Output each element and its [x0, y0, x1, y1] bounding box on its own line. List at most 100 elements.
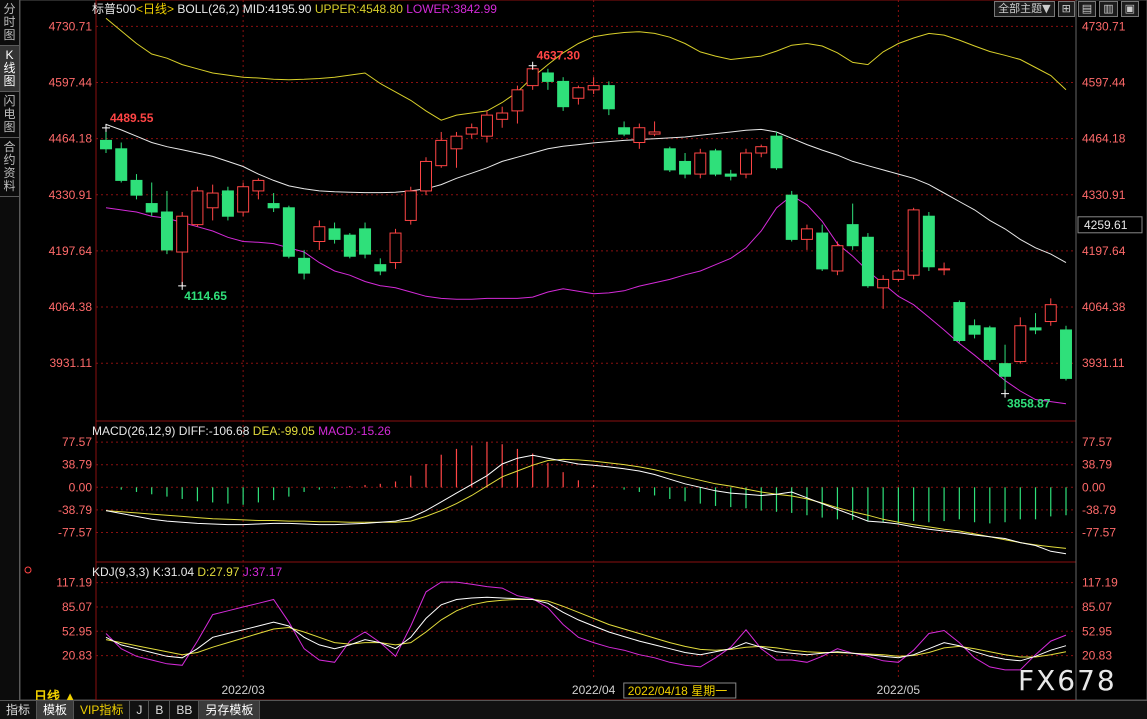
candle	[907, 207, 920, 280]
macd-tick-right: 38.79	[1082, 458, 1112, 472]
j-line	[105, 581, 1067, 671]
tab-save-template[interactable]: 另存模板	[199, 701, 261, 719]
candle	[343, 233, 356, 259]
candle	[785, 190, 798, 242]
tab-templates[interactable]: 模板	[37, 701, 75, 719]
kdj-settings-icon	[24, 566, 32, 574]
candle	[953, 300, 966, 343]
macd-tick-left: -38.79	[58, 503, 92, 517]
tab-contract-info[interactable]: 合约资料	[0, 138, 19, 197]
candle-body	[922, 215, 935, 268]
tab-kline[interactable]: K线图	[0, 46, 19, 92]
candle	[740, 148, 752, 179]
grid-icon[interactable]: ⊞	[1057, 1, 1075, 17]
tab-vip-indicators[interactable]: VIP指标	[74, 701, 131, 719]
candle-body	[160, 211, 173, 251]
kdj-tick-left: 20.83	[62, 649, 92, 663]
tab-indicators[interactable]: 指标	[0, 701, 38, 719]
layout-icon[interactable]: ▤	[1077, 1, 1097, 17]
candle-body	[1014, 325, 1027, 363]
candle	[846, 203, 859, 250]
candle-body	[877, 278, 890, 289]
kdj-tick-right: 52.95	[1082, 624, 1112, 638]
cursor-date-box	[623, 682, 737, 699]
candle-body	[206, 192, 219, 209]
candle	[648, 121, 661, 137]
candle	[206, 184, 219, 221]
kdj-tick-left: 85.07	[62, 600, 92, 614]
price-tick-right: 4064.38	[1082, 300, 1126, 314]
candle	[191, 186, 204, 227]
candle	[816, 224, 829, 271]
candle-body	[770, 135, 783, 169]
candle-body	[587, 85, 600, 91]
candle	[237, 182, 250, 217]
high-price-label: 4637.30	[537, 49, 581, 63]
kdj-tick-left: 52.95	[62, 624, 92, 638]
high-marker	[102, 123, 110, 132]
candle-body	[983, 327, 996, 360]
candle-body	[450, 135, 463, 150]
candle-body	[999, 363, 1012, 377]
price-tick-left: 4330.91	[49, 188, 93, 202]
candle	[587, 77, 600, 95]
candle	[511, 85, 524, 124]
tab-j[interactable]: J	[130, 701, 150, 719]
candle-body	[404, 190, 417, 221]
candle-body	[298, 257, 311, 274]
candle-body	[496, 112, 509, 120]
kdj-panel-header: KDJ(9,3,3) K:31.04 D:27.97 J:37.17	[92, 565, 282, 579]
candle	[160, 190, 173, 255]
kdj-tick-right: 117.19	[1082, 576, 1118, 590]
candle	[1044, 298, 1057, 326]
candle-body	[526, 68, 539, 87]
low-marker	[1001, 389, 1010, 398]
candle-body	[465, 127, 478, 135]
tab-flash[interactable]: 闪电图	[0, 92, 19, 138]
candle	[709, 148, 722, 177]
candle	[115, 142, 128, 183]
window-icon[interactable]: ▣	[1120, 1, 1139, 17]
candle-body	[831, 245, 844, 272]
candle-body	[1029, 327, 1042, 331]
candle-body	[221, 190, 234, 217]
boll-upper-line	[105, 17, 1067, 121]
candle	[267, 193, 280, 212]
high-marker	[528, 61, 537, 70]
theme-select-button[interactable]: 全部主题▼	[994, 1, 1055, 17]
current-price-label: 4259.61	[1084, 218, 1128, 232]
price-tick-right: 4330.91	[1082, 188, 1126, 202]
tab-intraday[interactable]: 分时图	[0, 0, 19, 46]
candle-body	[602, 85, 615, 110]
candle	[892, 268, 905, 282]
kdj-tick-left: 117.19	[56, 576, 92, 590]
candle-body	[359, 228, 372, 255]
tab-b[interactable]: B	[149, 701, 171, 719]
candle-body	[343, 234, 356, 257]
tab-bb[interactable]: BB	[170, 701, 200, 719]
kdj-tick-right: 20.83	[1082, 649, 1112, 663]
candle	[541, 68, 554, 90]
candle-body	[541, 72, 554, 82]
price-tick-right: 3931.11	[1082, 356, 1125, 370]
candle	[298, 249, 311, 280]
candle	[130, 174, 143, 200]
macd-tick-right: 77.57	[1082, 435, 1112, 449]
candle	[922, 212, 935, 271]
candle	[831, 241, 844, 276]
price-tick-right: 4464.18	[1082, 132, 1126, 146]
bottom-tab-bar: 指标 模板 VIP指标 J B BB 另存模板	[0, 700, 1147, 719]
candle-body	[420, 160, 432, 192]
low-price-label: 4114.65	[184, 289, 227, 303]
chart-area[interactable]: 4730.71 4730.71 4597.44 4597.44 4464.18 4464.…	[20, 0, 1147, 700]
candle-body	[237, 186, 250, 213]
candle	[420, 157, 432, 196]
candle-panel-header: 标普500<日线> BOLL(26,2) MID:4195.90 UPPER:4…	[92, 2, 497, 16]
candle-body	[816, 232, 829, 270]
price-tick-left: 4464.18	[49, 132, 93, 146]
macd-tick-left: 77.57	[62, 435, 92, 449]
candle	[282, 205, 295, 259]
panel-icon[interactable]: ▥	[1099, 1, 1118, 17]
price-tick-right: 4597.44	[1082, 75, 1126, 89]
candle-body	[724, 173, 737, 177]
